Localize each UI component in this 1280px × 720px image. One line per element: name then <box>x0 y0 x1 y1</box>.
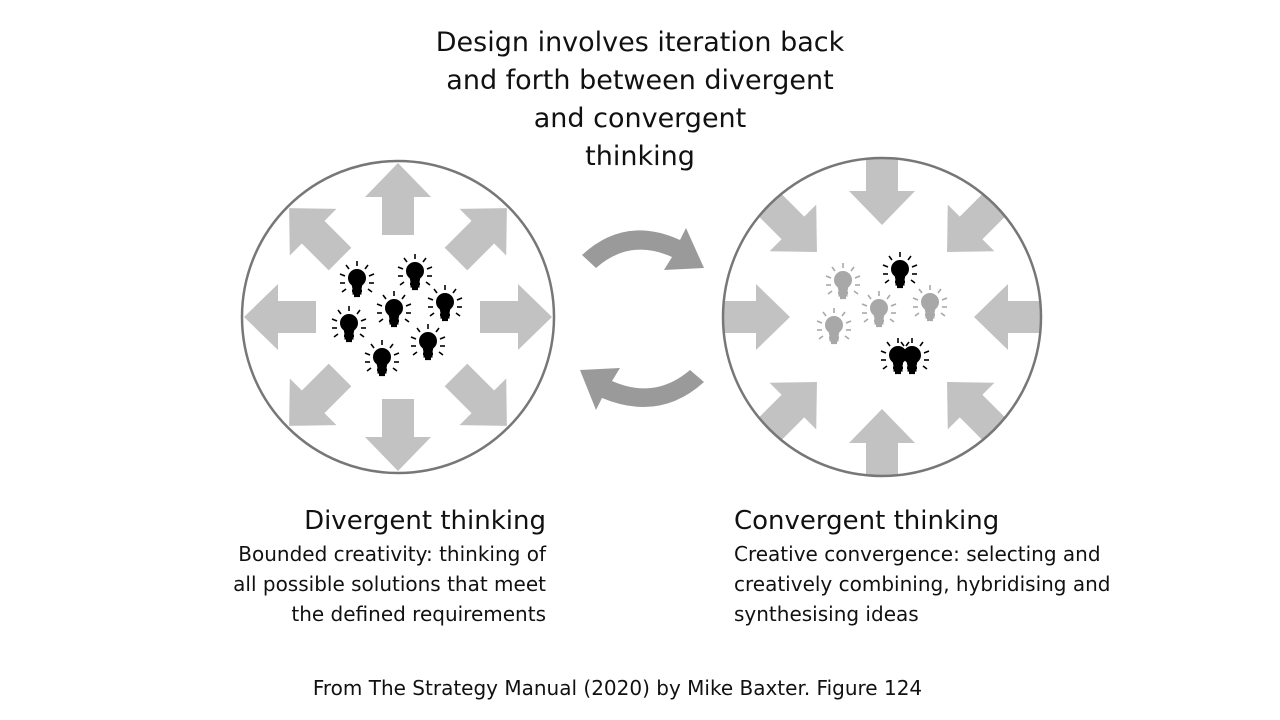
outward-arrow-icon <box>444 363 507 426</box>
lightbulb-icon <box>816 307 852 345</box>
outward-arrow-icon <box>244 284 316 350</box>
lightbulb-icon <box>825 262 861 300</box>
convergent-label: Convergent thinking Creative convergence… <box>734 503 1110 629</box>
inward-arrow-icon <box>849 158 915 225</box>
convergent-description: synthesising ideas <box>734 602 919 626</box>
lightbulb-icon <box>427 284 463 322</box>
inward-arrow-icon <box>947 382 1023 458</box>
inward-arrow-icon <box>974 284 1041 350</box>
divergent-label: Divergent thinking Bounded creativity: t… <box>233 503 546 629</box>
outward-arrow-icon <box>289 208 352 271</box>
diagram-title: Design involves iteration back and forth… <box>340 24 940 176</box>
lightbulb-icon <box>397 253 433 291</box>
title-line: thinking <box>585 141 695 172</box>
lightbulb-icon <box>364 339 400 377</box>
convergent-circle <box>721 156 1043 478</box>
outward-arrow-icon <box>480 284 552 350</box>
inward-arrow-icon <box>947 176 1023 252</box>
outward-arrow-icon <box>365 163 431 235</box>
title-line: Design involves iteration back <box>435 27 845 58</box>
lightbulb-icon <box>912 284 948 322</box>
figure-caption: From The Strategy Manual (2020) by Mike … <box>312 676 923 700</box>
inward-arrow-icon <box>723 284 790 350</box>
lightbulb-icon <box>331 305 367 343</box>
convergent-description: Creative convergence: selecting and <box>734 542 1101 566</box>
title-line: and forth between divergent <box>446 65 834 96</box>
cycle-arrow-icon <box>580 368 704 410</box>
divergent-description: Bounded creativity: thinking of <box>238 542 546 566</box>
outward-arrow-icon <box>444 208 507 271</box>
lightbulb-icon <box>339 260 375 298</box>
divergent-circle <box>240 159 556 475</box>
lightbulb-icon <box>376 290 412 328</box>
convergent-description: creatively combining, hybridising and <box>734 572 1111 596</box>
outward-arrow-icon <box>289 363 352 426</box>
divergent-description: the defined requirements <box>291 602 546 626</box>
convergent-heading: Convergent thinking <box>734 506 1000 536</box>
inward-arrow-icon <box>741 176 817 252</box>
inward-arrow-icon <box>741 382 817 458</box>
lightbulb-icon <box>882 251 918 289</box>
divergent-heading: Divergent thinking <box>304 506 546 536</box>
title-line: and convergent <box>533 103 747 134</box>
cycle-arrow-icon <box>582 228 704 270</box>
outward-arrow-icon <box>365 399 431 471</box>
lightbulb-icon <box>861 290 897 328</box>
lightbulb-icon <box>410 323 446 361</box>
inward-arrow-icon <box>849 409 915 476</box>
divergent-description: all possible solutions that meet <box>233 572 546 596</box>
